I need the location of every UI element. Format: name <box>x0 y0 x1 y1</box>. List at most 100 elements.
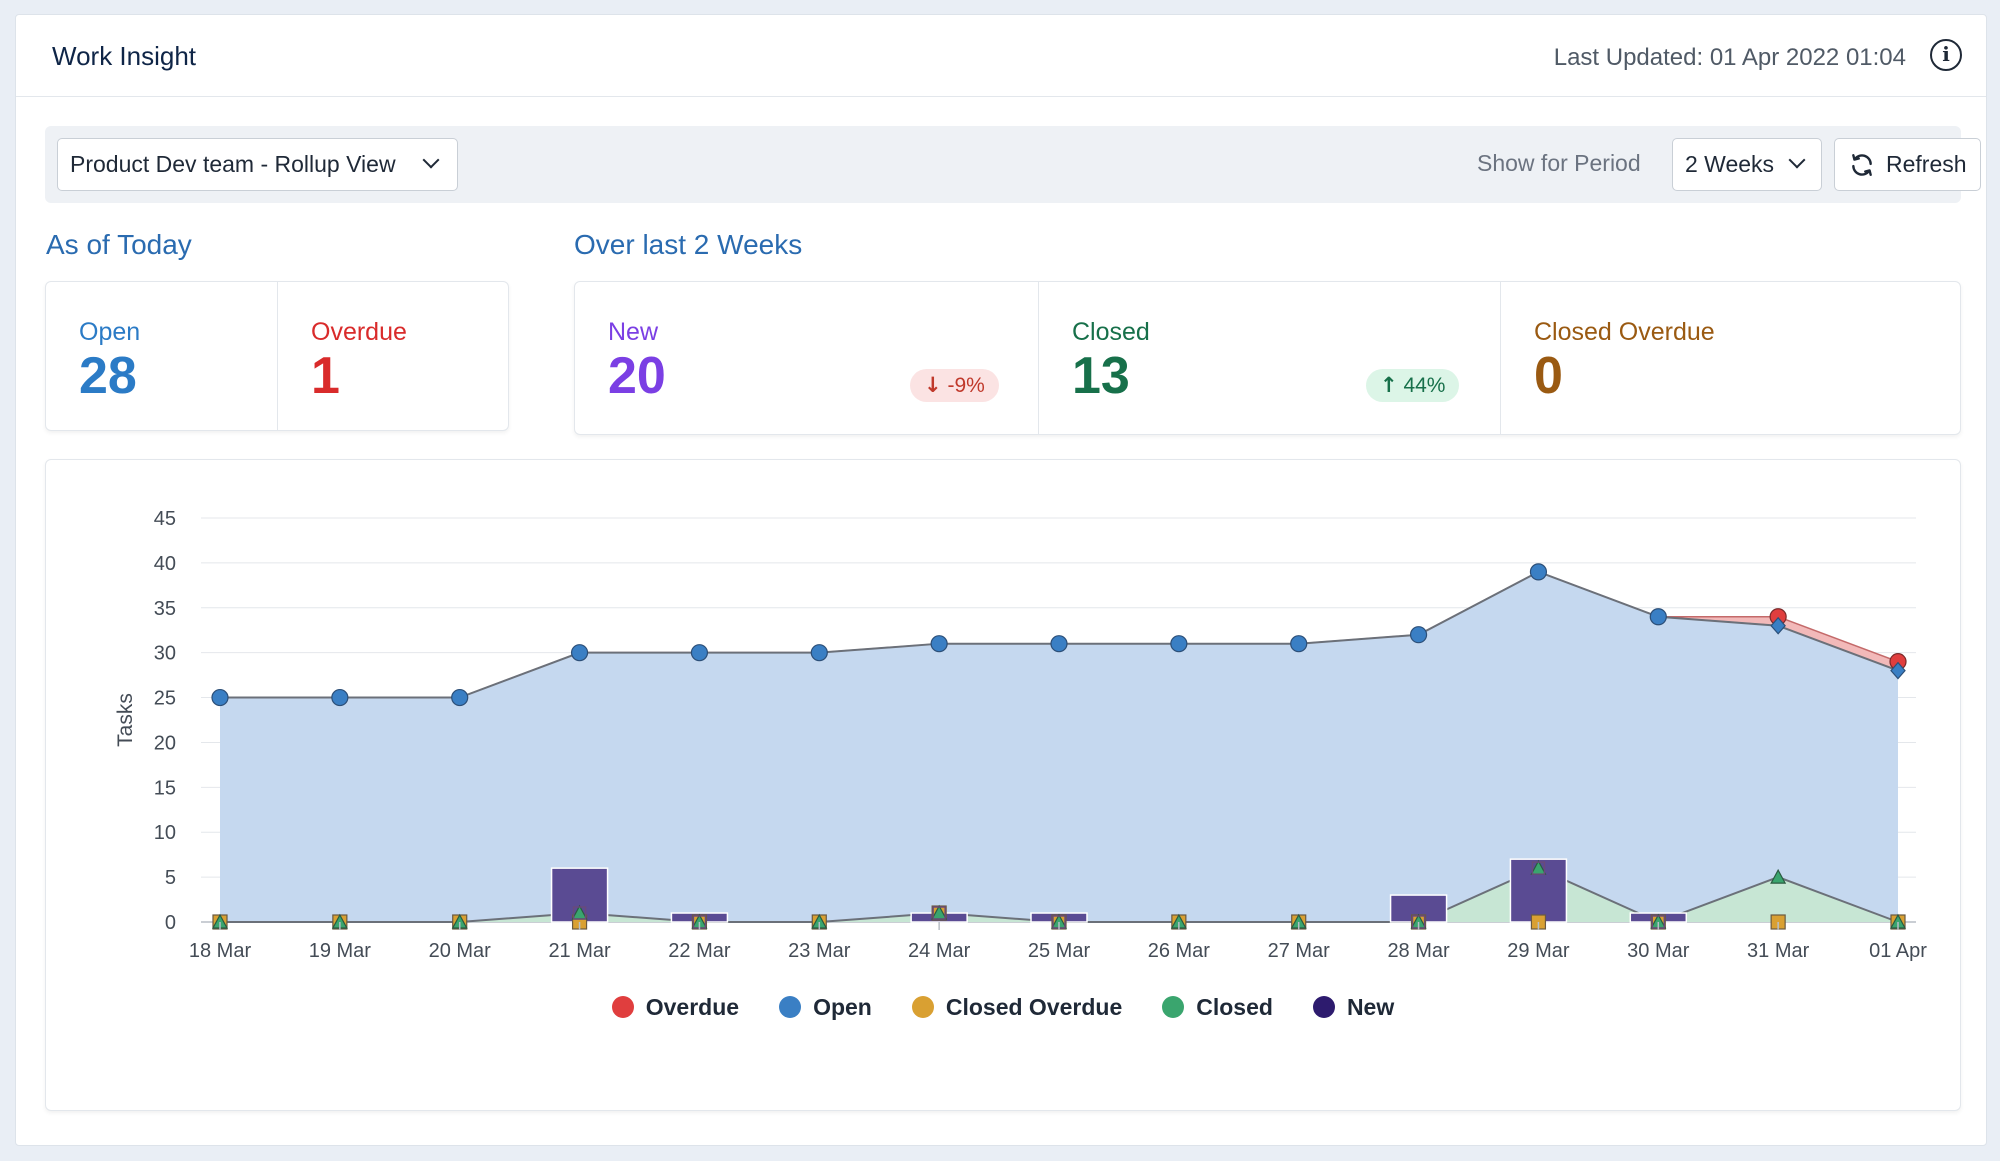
chart-legend: Overdue Open Closed Overdue Closed New <box>46 994 1960 1021</box>
x-tick-label: 22 Mar <box>668 940 731 962</box>
new-point <box>932 906 946 920</box>
legend-item-overdue[interactable]: Overdue <box>611 994 740 1021</box>
team-view-dropdown[interactable]: Product Dev team - Rollup View <box>57 138 458 191</box>
panel-title: Work Insight <box>52 41 197 71</box>
legend-label: New <box>1346 994 1395 1020</box>
period-metrics-card: New 20 ↓ -9% Closed 13 ↑ 44% Closed Over… <box>574 281 1961 435</box>
y-tick-label: 45 <box>154 508 176 530</box>
x-tick-label: 01 Apr <box>1869 940 1927 962</box>
x-tick-label: 29 Mar <box>1507 940 1570 962</box>
x-tick-label: 28 Mar <box>1387 940 1450 962</box>
metric-open-label: Open <box>79 318 141 346</box>
open-point <box>1290 635 1308 653</box>
x-tick-label: 24 Mar <box>908 940 971 962</box>
legend-dot-icon <box>1162 996 1185 1018</box>
y-tick-label: 20 <box>154 732 176 754</box>
new-change-badge: ↓ -9% <box>910 369 999 402</box>
y-tick-label: 25 <box>154 688 176 710</box>
new-change-value: -9% <box>947 374 985 397</box>
metric-overdue-label: Overdue <box>311 318 407 346</box>
legend-item-new[interactable]: New <box>1312 994 1395 1021</box>
open-point <box>1170 635 1188 653</box>
period-dropdown[interactable]: 2 Weeks <box>1672 138 1822 191</box>
section-over-period: Over last 2 Weeks <box>574 229 803 260</box>
work-insight-panel: Work Insight Last Updated: 01 Apr 2022 0… <box>15 14 1987 1146</box>
open-point <box>211 688 229 707</box>
metric-open[interactable]: Open 28 <box>46 282 277 430</box>
team-view-label: Product Dev team - Rollup View <box>70 151 396 177</box>
y-tick-label: 5 <box>165 867 176 889</box>
metric-closed-overdue-label: Closed Overdue <box>1534 318 1715 346</box>
period-value: 2 Weeks <box>1685 151 1775 177</box>
metric-closed-label: Closed <box>1072 318 1150 346</box>
closed-change-value: 44% <box>1403 374 1446 397</box>
x-tick-label: 23 Mar <box>788 940 851 962</box>
section-as-of-today: As of Today <box>46 229 192 260</box>
open-point <box>1770 616 1786 635</box>
x-tick-label: 31 Mar <box>1747 940 1810 962</box>
open-point <box>1409 626 1428 644</box>
tasks-chart-card: 0 5 10 15 20 25 30 35 40 45 Tasks 18 Mar 19 Mar 20 Ma… <box>45 459 1961 1111</box>
today-metrics-card: Open 28 Overdue 1 <box>45 281 509 431</box>
last-updated-text: Last Updated: 01 Apr 2022 01:04 <box>1553 44 1906 71</box>
period-label: Show for Period <box>1477 150 1641 176</box>
info-icon[interactable]: i <box>1930 39 1962 71</box>
x-tick-label: 19 Mar <box>309 940 372 962</box>
open-point <box>810 644 828 662</box>
open-point <box>690 644 709 662</box>
arrow-up-icon: ↑ <box>1380 373 1398 397</box>
chevron-down-icon <box>1788 151 1806 169</box>
closed-area <box>220 868 1898 922</box>
tasks-chart: 0 5 10 15 20 25 30 35 40 45 Tasks 18 Mar 19 Mar 20 Ma… <box>114 508 1927 962</box>
y-tick-label: 10 <box>154 822 176 844</box>
closed-change-badge: ↑ 44% <box>1366 369 1460 402</box>
refresh-label: Refresh <box>1886 151 1967 177</box>
metric-closed[interactable]: Closed 13 ↑ 44% <box>1038 282 1500 434</box>
arrow-down-icon: ↓ <box>924 373 942 397</box>
new-point <box>572 906 587 920</box>
y-tick-label: 35 <box>154 598 176 620</box>
metric-closed-overdue-value: 0 <box>1534 347 1563 405</box>
metric-new[interactable]: New 20 ↓ -9% <box>575 282 1038 434</box>
chevron-down-icon <box>422 151 440 169</box>
x-tick-label: 20 Mar <box>429 940 492 962</box>
legend-label: Open <box>813 994 872 1020</box>
x-tick-label: 25 Mar <box>1028 940 1091 962</box>
refresh-button[interactable]: Refresh <box>1834 138 1981 191</box>
x-tick-label: 18 Mar <box>189 940 252 962</box>
closed-point <box>1770 868 1787 884</box>
legend-item-open[interactable]: Open <box>779 994 872 1021</box>
legend-label: Overdue <box>645 994 740 1020</box>
new-point <box>1531 861 1546 875</box>
open-point <box>1050 635 1068 653</box>
metric-new-label: New <box>608 318 659 346</box>
open-point <box>1890 661 1906 680</box>
y-tick-label: 0 <box>165 912 176 934</box>
y-axis-label: Tasks <box>114 693 137 747</box>
legend-dot-icon <box>911 996 934 1018</box>
legend-item-closed[interactable]: Closed <box>1162 994 1273 1021</box>
x-tick-label: 21 Mar <box>548 940 611 962</box>
refresh-icon <box>1852 154 1872 176</box>
legend-label: Closed Overdue <box>945 994 1123 1020</box>
y-tick-label: 15 <box>154 777 176 799</box>
x-tick-label: 27 Mar <box>1268 940 1331 962</box>
metric-new-value: 20 <box>608 347 666 405</box>
x-tick-label: 30 Mar <box>1627 940 1690 962</box>
y-tick-label: 30 <box>154 643 176 665</box>
metric-closed-value: 13 <box>1072 347 1130 405</box>
open-point <box>570 644 589 662</box>
legend-dot-icon <box>779 996 802 1018</box>
metric-overdue[interactable]: Overdue 1 <box>277 282 510 430</box>
open-point <box>930 635 948 653</box>
legend-label: Closed <box>1196 994 1273 1020</box>
open-point <box>1649 608 1667 626</box>
x-tick-label: 26 Mar <box>1148 940 1211 962</box>
filter-toolbar: Product Dev team - Rollup View Show for … <box>45 126 1981 203</box>
metric-open-value: 28 <box>79 347 137 405</box>
metric-closed-overdue[interactable]: Closed Overdue 0 <box>1500 282 1962 434</box>
metric-overdue-value: 1 <box>311 347 340 405</box>
legend-item-closed-overdue[interactable]: Closed Overdue <box>911 994 1123 1021</box>
open-area <box>220 571 1898 922</box>
open-point <box>451 688 469 707</box>
